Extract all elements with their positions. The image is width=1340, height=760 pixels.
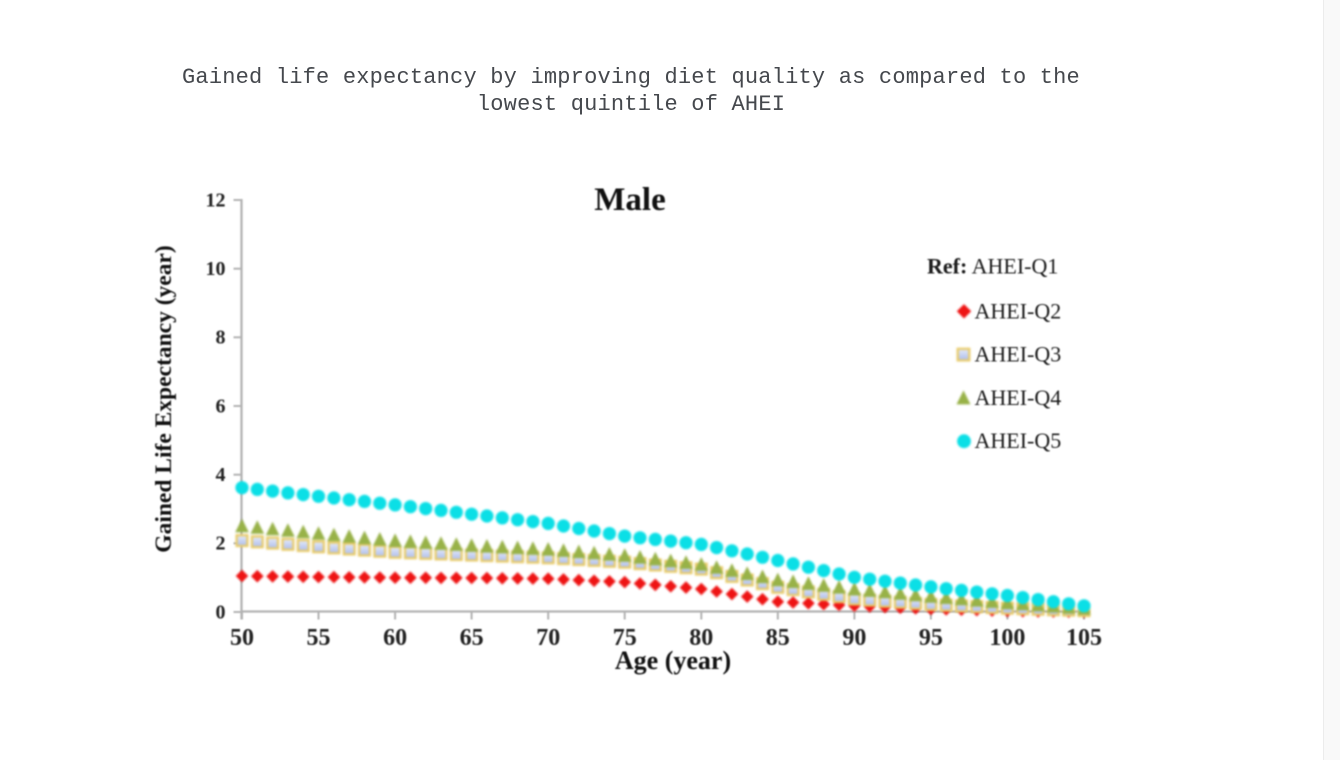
- svg-text:8: 8: [216, 327, 226, 349]
- svg-text:50: 50: [230, 625, 254, 651]
- svg-text:12: 12: [206, 189, 226, 211]
- svg-text:85: 85: [766, 625, 790, 651]
- svg-text:AHEI-Q3: AHEI-Q3: [975, 342, 1062, 367]
- svg-text:Gained Life Expectancy (year): Gained Life Expectancy (year): [151, 245, 177, 552]
- svg-text:Ref: AHEI-Q1: Ref: AHEI-Q1: [927, 254, 1058, 279]
- svg-text:90: 90: [842, 625, 866, 651]
- svg-text:2: 2: [216, 533, 226, 555]
- svg-text:10: 10: [206, 258, 226, 280]
- svg-text:70: 70: [536, 625, 560, 651]
- svg-text:Male: Male: [594, 182, 665, 218]
- svg-text:65: 65: [460, 625, 484, 651]
- svg-text:6: 6: [216, 395, 226, 417]
- svg-text:AHEI-Q4: AHEI-Q4: [975, 385, 1062, 410]
- svg-text:0: 0: [216, 601, 226, 623]
- svg-text:55: 55: [307, 625, 331, 651]
- svg-text:75: 75: [613, 625, 637, 651]
- svg-text:100: 100: [989, 625, 1025, 651]
- svg-text:4: 4: [216, 464, 226, 486]
- svg-text:95: 95: [919, 625, 943, 651]
- svg-text:AHEI-Q2: AHEI-Q2: [975, 298, 1062, 323]
- svg-text:Age (year): Age (year): [615, 646, 731, 675]
- svg-text:105: 105: [1066, 625, 1102, 651]
- svg-text:80: 80: [689, 625, 713, 651]
- svg-text:60: 60: [383, 625, 407, 651]
- svg-text:AHEI-Q5: AHEI-Q5: [975, 428, 1062, 453]
